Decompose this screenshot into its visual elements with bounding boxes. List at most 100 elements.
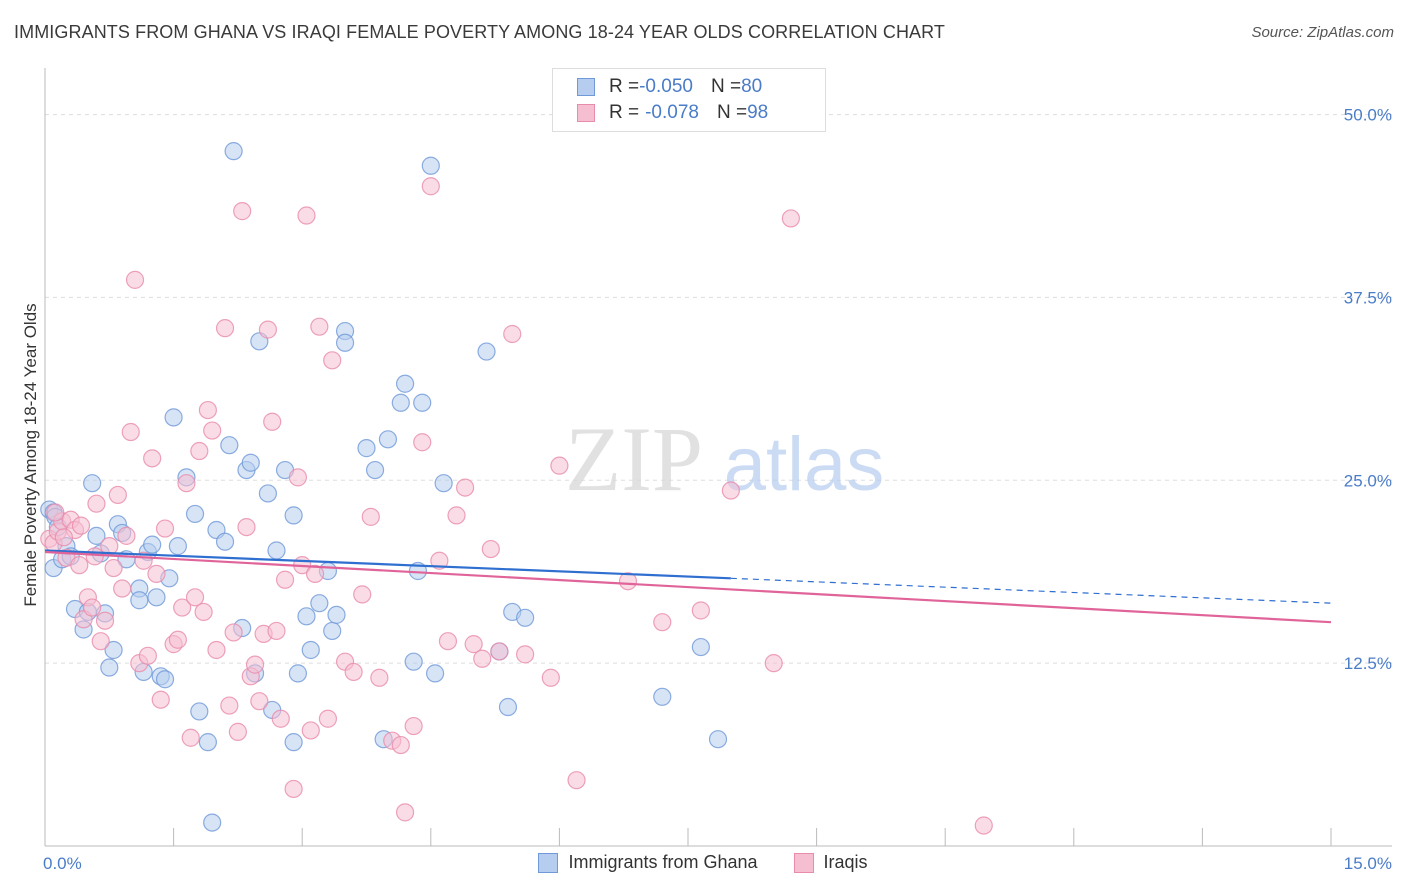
iraqi-point [181, 728, 200, 747]
ghana-point [87, 526, 106, 545]
iraqi-point [207, 640, 226, 660]
iraqi-point [245, 655, 265, 674]
ghana-point [288, 664, 308, 683]
x-tick-label: 15.0% [1344, 854, 1392, 873]
watermark-atlas: atlas [724, 422, 885, 507]
iraqi-point [155, 519, 175, 538]
iraqi-point [250, 692, 269, 711]
ghana-point [267, 541, 286, 560]
iraqi-point [653, 613, 672, 632]
iraqi-point [121, 422, 140, 442]
ghana-point [155, 670, 175, 689]
ghana-point [297, 607, 316, 626]
ghana-point [143, 535, 162, 554]
iraqi-point [143, 449, 162, 468]
ghana-point [168, 537, 187, 556]
iraqi-point [83, 598, 102, 617]
iraqi-point [85, 547, 104, 566]
iraqi-point [361, 507, 380, 526]
legend-item-ghana[interactable]: Immigrants from Ghana [538, 852, 758, 873]
iraqi-point [974, 816, 993, 835]
iraqi-point [108, 485, 127, 505]
ghana-point [477, 342, 496, 361]
iraqi-point [297, 206, 316, 225]
iraqi-point [228, 722, 247, 741]
iraqi-point [413, 433, 432, 452]
ghana-point [185, 504, 205, 524]
ghana-point [404, 652, 423, 671]
iraqi-point [147, 564, 166, 584]
legend-swatch-ghana [577, 78, 595, 96]
iraqi-point [71, 516, 91, 535]
iraqi-point [284, 779, 303, 799]
iraqi-point [237, 517, 256, 537]
y-tick-label: 25.0% [1344, 471, 1392, 490]
ghana-point [220, 436, 239, 455]
ghana-point [425, 664, 445, 683]
iraqi-point [267, 621, 286, 641]
iraqi-point [305, 564, 325, 584]
iraqi-point [567, 771, 586, 790]
iraqi-point [310, 317, 329, 336]
iraqi-point [95, 611, 115, 630]
iraqi-point [177, 474, 196, 493]
iraqi-point [550, 456, 569, 475]
y-axis-label: Female Poverty Among 18-24 Year Olds [21, 303, 40, 606]
watermark-zip: ZIP [565, 408, 703, 510]
iraqi-point [490, 642, 509, 661]
trend-layer [44, 549, 1332, 624]
ghana-point [323, 621, 342, 641]
iraqi-point [275, 570, 295, 589]
y-tick-label: 50.0% [1344, 106, 1392, 125]
iraqi-point [395, 803, 415, 822]
ghana-point [284, 733, 303, 752]
iraqi-point [391, 735, 410, 755]
iraqi-point [70, 556, 89, 575]
ghana-point [327, 605, 346, 624]
iraqi-point [721, 481, 740, 500]
legend-r-value: -0.050 [639, 76, 693, 97]
ghana-point [198, 733, 217, 752]
iraqi-point [438, 632, 458, 651]
legend-item-iraqi[interactable]: Iraqis [793, 852, 868, 873]
iraqi-point [138, 646, 157, 665]
iraqi-point [691, 601, 710, 620]
legend-n-label: N = [710, 76, 742, 97]
ghana-point [301, 640, 320, 660]
ghana-point [691, 637, 710, 657]
iraqi-point [323, 351, 342, 370]
iraqi-point [104, 558, 123, 578]
points-layer [40, 142, 993, 835]
iraqi-point [173, 598, 192, 617]
iraqi-point [125, 270, 145, 289]
ghana-point [335, 333, 355, 352]
iraqi-point [87, 494, 106, 513]
ghana-point [164, 408, 183, 427]
legend-r-label: R = [609, 102, 640, 123]
ghana-point [434, 474, 453, 493]
iraqi-point [258, 320, 278, 339]
ghana-point [203, 813, 222, 832]
ghana-point [395, 374, 415, 393]
iraqi-point [194, 602, 213, 622]
legend-label-ghana: Immigrants from Ghana [568, 852, 758, 872]
ghana-point [391, 393, 410, 412]
ghana-point [284, 506, 303, 525]
iraqi-point [185, 588, 205, 607]
y-tick-label: 37.5% [1344, 288, 1392, 307]
iraqi-point [54, 528, 73, 547]
iraqi-point [618, 572, 638, 591]
legend-n-value: 80 [741, 76, 763, 97]
iraqi-point [455, 478, 475, 497]
iraqi-point [113, 579, 132, 598]
chart-title: IMMIGRANTS FROM GHANA VS IRAQI FEMALE PO… [14, 22, 946, 42]
iraqi-point [190, 441, 209, 461]
iraqi-point [764, 654, 783, 673]
iraqi-point [516, 645, 535, 664]
correlation-legend: R = -0.050 N = 80 R = -0.078 N = 98 [552, 68, 826, 132]
ghana-point [516, 608, 535, 627]
ghana-point [378, 430, 398, 449]
iraqi-point [271, 709, 290, 728]
iraqi-point [301, 721, 320, 740]
